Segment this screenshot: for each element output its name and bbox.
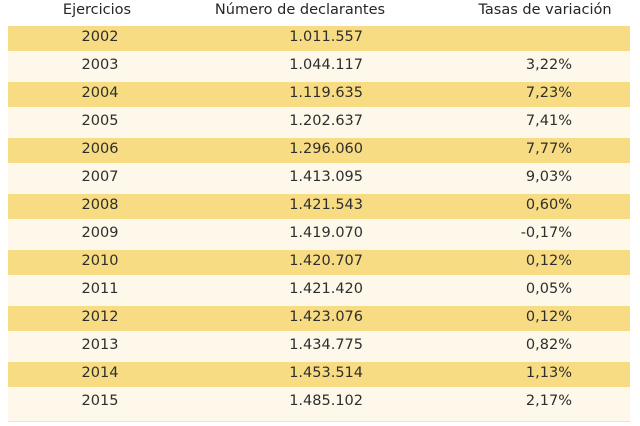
- table-row: 2008 1.421.543 0,60%: [8, 194, 630, 219]
- rate-cell: 7,41%: [525, 113, 572, 129]
- year-cell: 2011: [81, 281, 119, 297]
- declarants-cell: 1.202.637: [289, 113, 363, 129]
- rate-cell: 7,23%: [525, 85, 572, 101]
- declarants-cell: 1.413.095: [289, 169, 363, 185]
- table-row: 2004 1.119.635 7,23%: [8, 82, 630, 107]
- year-cell: 2006: [81, 141, 119, 157]
- table-header: Ejercicios Número de declarantes Tasas d…: [0, 0, 640, 27]
- rate-cell: 0,82%: [525, 337, 572, 353]
- declarants-cell: 1.421.543: [289, 197, 363, 213]
- declarants-cell: 1.419.070: [289, 225, 363, 241]
- declarants-cell: 1.011.557: [289, 29, 363, 45]
- table-row: 2013 1.434.775 0,82%: [8, 334, 630, 359]
- table-row: 2005 1.202.637 7,41%: [8, 110, 630, 135]
- year-cell: 2007: [81, 169, 119, 185]
- rate-cell: 0,12%: [525, 253, 572, 269]
- declarants-cell: 1.423.076: [289, 309, 363, 325]
- rate-cell: 1,13%: [525, 365, 572, 381]
- header-ejercicios: Ejercicios: [62, 2, 132, 18]
- declarants-cell: 1.119.635: [289, 85, 363, 101]
- table-row: 2007 1.413.095 9,03%: [8, 166, 630, 191]
- declarants-cell: 1.453.514: [289, 365, 363, 381]
- rate-cell: 0,60%: [525, 197, 572, 213]
- declarants-cell: 1.434.775: [289, 337, 363, 353]
- year-cell: 2003: [81, 57, 119, 73]
- year-cell: 2012: [81, 309, 119, 325]
- year-cell: 2010: [81, 253, 119, 269]
- rate-cell: 9,03%: [525, 169, 572, 185]
- declarants-cell: 1.420.707: [289, 253, 363, 269]
- year-cell: 2002: [81, 29, 119, 45]
- rate-cell: 0,05%: [525, 281, 572, 297]
- year-cell: 2009: [81, 225, 119, 241]
- header-numero-declarantes: Número de declarantes: [214, 2, 386, 18]
- declarants-cell: 1.044.117: [289, 57, 363, 73]
- declarants-cell: 1.421.420: [289, 281, 363, 297]
- table-row: 2009 1.419.070 -0,17%: [8, 222, 630, 247]
- table-row: 2014 1.453.514 1,13%: [8, 362, 630, 387]
- declarants-table: 2002 1.011.557 2003 1.044.117 3,22% 2004…: [8, 26, 630, 422]
- table-row: 2010 1.420.707 0,12%: [8, 250, 630, 275]
- table-row: 2002 1.011.557: [8, 26, 630, 51]
- rate-cell: 7,77%: [525, 141, 572, 157]
- declarants-cell: 1.485.102: [289, 393, 363, 409]
- rate-cell: 2,17%: [525, 393, 572, 409]
- table-row: 2015 1.485.102 2,17%: [8, 390, 630, 415]
- year-cell: 2014: [81, 365, 119, 381]
- year-cell: 2004: [81, 85, 119, 101]
- table-row: 2012 1.423.076 0,12%: [8, 306, 630, 331]
- rate-cell: 3,22%: [525, 57, 572, 73]
- table-row: 2006 1.296.060 7,77%: [8, 138, 630, 163]
- year-cell: 2013: [81, 337, 119, 353]
- table-row: 2003 1.044.117 3,22%: [8, 54, 630, 79]
- rate-cell: -0,17%: [520, 225, 572, 241]
- header-tasas-variacion: Tasas de variación: [478, 2, 612, 18]
- year-cell: 2005: [81, 113, 119, 129]
- rate-cell: 0,12%: [525, 309, 572, 325]
- declarants-cell: 1.296.060: [289, 141, 363, 157]
- table-row: 2011 1.421.420 0,05%: [8, 278, 630, 303]
- year-cell: 2008: [81, 197, 119, 213]
- year-cell: 2015: [81, 393, 119, 409]
